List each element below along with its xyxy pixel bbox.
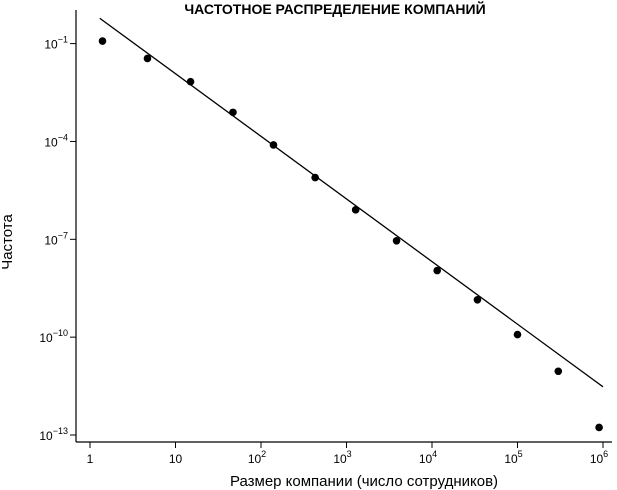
data-point — [473, 295, 482, 304]
x-tick-label: 105 — [504, 449, 522, 466]
data-point — [392, 237, 401, 245]
y-tick-label: 10−10 — [39, 328, 68, 345]
y-tick-label: 10−4 — [44, 132, 68, 149]
data-point — [351, 206, 360, 214]
data-point — [229, 108, 237, 117]
x-tick-label: 10 — [169, 452, 183, 466]
x-tick-label: 106 — [590, 449, 608, 466]
x-axis-label: Размер компании (число сотрудников) — [230, 473, 498, 490]
data-point — [595, 423, 603, 432]
axes — [75, 10, 612, 443]
fit-line-group — [99, 17, 604, 388]
x-tick-label: 102 — [248, 449, 266, 466]
y-axis-ticks: 10−13 10−10 10−7 10−4 10−1 — [39, 35, 76, 443]
data-points — [98, 37, 603, 432]
data-point — [269, 141, 278, 149]
data-point — [513, 330, 522, 339]
x-tick-label: 103 — [333, 449, 351, 466]
x-tick-label: 104 — [419, 449, 437, 466]
x-tick-label: 1 — [87, 452, 94, 466]
data-point — [98, 37, 107, 45]
chart-title: ЧАСТОТНОЕ РАСПРЕДЕЛЕНИЕ КОМПАНИЙ — [184, 0, 485, 17]
data-point — [143, 54, 152, 63]
data-point — [186, 77, 195, 86]
fit-line — [99, 17, 604, 388]
data-point — [311, 173, 319, 182]
data-point — [554, 367, 563, 376]
x-axis-ticks: 1 10 102 103 104 105 106 — [87, 442, 608, 466]
y-axis-label: Частота — [0, 214, 16, 270]
data-point — [433, 266, 441, 275]
y-tick-label: 10−7 — [44, 230, 68, 247]
y-tick-label: 10−1 — [44, 35, 68, 52]
y-tick-label: 10−13 — [39, 426, 68, 443]
